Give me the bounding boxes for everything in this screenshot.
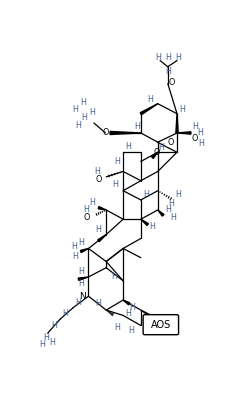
Polygon shape (78, 277, 88, 281)
Polygon shape (177, 132, 191, 134)
Text: H: H (82, 113, 87, 122)
Text: H: H (114, 157, 120, 166)
Text: H: H (170, 213, 176, 222)
Text: H: H (62, 310, 68, 318)
Text: H: H (49, 338, 55, 347)
Text: H: H (159, 143, 165, 152)
Text: O: O (95, 175, 102, 184)
Text: H: H (89, 198, 95, 207)
Text: H: H (75, 298, 81, 307)
Text: H: H (73, 105, 78, 115)
Text: H: H (143, 190, 149, 199)
Text: H: H (126, 142, 131, 151)
Text: H: H (149, 222, 155, 232)
Text: H: H (73, 251, 78, 261)
Text: H: H (78, 278, 84, 288)
Text: H: H (198, 139, 204, 148)
Text: H: H (78, 267, 84, 276)
Text: H: H (39, 340, 45, 349)
Polygon shape (98, 207, 106, 210)
Text: H: H (94, 167, 100, 176)
Text: H: H (95, 299, 101, 308)
Text: H: H (176, 190, 181, 199)
Text: H: H (113, 180, 118, 189)
Text: H: H (147, 95, 153, 104)
Polygon shape (123, 300, 130, 305)
Polygon shape (176, 114, 178, 133)
Text: O: O (102, 129, 109, 137)
Text: H: H (180, 105, 185, 115)
Text: H: H (111, 273, 117, 281)
Text: H: H (83, 205, 89, 215)
Text: H: H (114, 322, 120, 332)
Text: H: H (192, 122, 198, 131)
Text: H: H (75, 121, 81, 130)
Text: H: H (197, 129, 203, 137)
Polygon shape (158, 210, 164, 216)
Text: H: H (155, 53, 161, 62)
Polygon shape (98, 234, 106, 242)
Text: H: H (51, 321, 57, 330)
Text: AOS: AOS (151, 320, 171, 330)
Polygon shape (141, 310, 157, 320)
Text: H: H (128, 326, 134, 335)
Text: O: O (168, 138, 174, 146)
Text: O: O (153, 148, 160, 157)
Text: H: H (78, 238, 84, 247)
Text: H: H (165, 53, 171, 62)
Text: N: N (79, 292, 86, 301)
Text: H: H (165, 205, 171, 215)
Text: H: H (43, 332, 49, 342)
Text: O: O (192, 134, 198, 143)
Text: H: H (165, 67, 171, 76)
Text: O: O (168, 78, 175, 88)
Text: H: H (134, 122, 140, 131)
Polygon shape (141, 219, 148, 225)
Text: H: H (129, 303, 135, 312)
Polygon shape (80, 249, 88, 253)
Polygon shape (110, 132, 141, 134)
Text: H: H (72, 242, 78, 251)
FancyBboxPatch shape (143, 315, 179, 335)
Text: H: H (89, 108, 95, 117)
Text: H: H (126, 309, 131, 317)
Text: O: O (84, 213, 90, 222)
Text: H: H (176, 53, 181, 62)
Text: H: H (168, 199, 174, 208)
Text: H: H (80, 98, 86, 107)
Polygon shape (152, 152, 158, 159)
Polygon shape (140, 104, 158, 115)
Text: H: H (95, 225, 101, 234)
